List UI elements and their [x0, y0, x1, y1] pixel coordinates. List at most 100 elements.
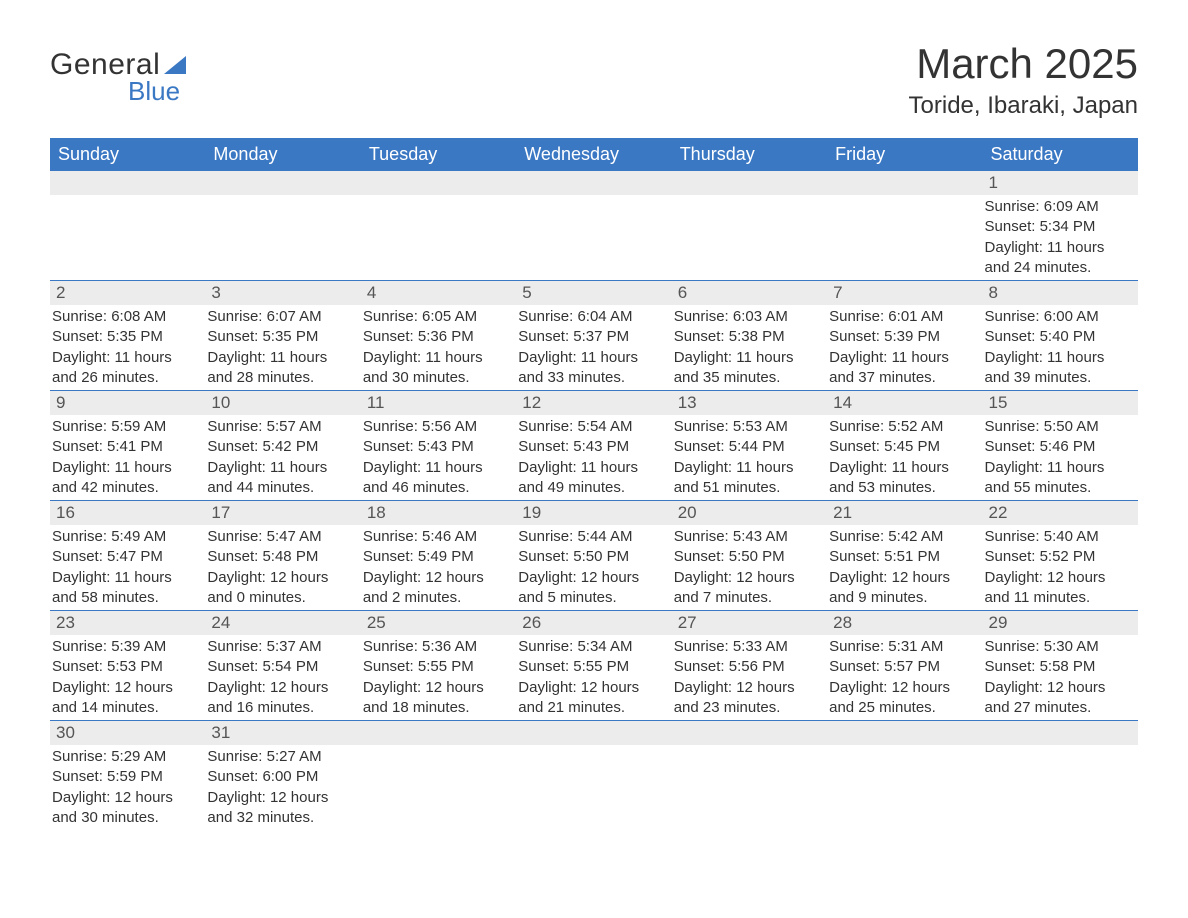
empty-cell — [983, 721, 1138, 746]
day-cell: Sunrise: 5:42 AMSunset: 5:51 PMDaylight:… — [827, 525, 982, 611]
day-number: 9 — [50, 391, 205, 416]
day-line: Daylight: 11 hours — [674, 458, 825, 478]
day-line: Daylight: 11 hours — [518, 348, 669, 368]
day-number: 30 — [50, 721, 205, 746]
day-cell: Sunrise: 5:36 AMSunset: 5:55 PMDaylight:… — [361, 635, 516, 721]
day-number: 11 — [361, 391, 516, 416]
day-info-row: Sunrise: 5:29 AMSunset: 5:59 PMDaylight:… — [50, 745, 1138, 830]
day-line: Sunset: 5:55 PM — [518, 657, 669, 677]
day-info-row: Sunrise: 5:59 AMSunset: 5:41 PMDaylight:… — [50, 415, 1138, 501]
day-line: and 25 minutes. — [829, 698, 980, 718]
day-number: 29 — [983, 611, 1138, 636]
day-line: Sunset: 5:49 PM — [363, 547, 514, 567]
day-cell: Sunrise: 5:49 AMSunset: 5:47 PMDaylight:… — [50, 525, 205, 611]
empty-cell — [205, 195, 360, 281]
day-number-row: 9101112131415 — [50, 391, 1138, 416]
day-line: Daylight: 12 hours — [207, 678, 358, 698]
empty-cell — [361, 171, 516, 195]
logo-triangle-icon — [164, 56, 186, 74]
day-info-row: Sunrise: 6:08 AMSunset: 5:35 PMDaylight:… — [50, 305, 1138, 391]
day-line: and 39 minutes. — [985, 368, 1136, 388]
day-line: Daylight: 11 hours — [52, 458, 203, 478]
weekday-header: Wednesday — [516, 138, 671, 171]
day-line: and 30 minutes. — [52, 808, 203, 828]
day-cell: Sunrise: 6:08 AMSunset: 5:35 PMDaylight:… — [50, 305, 205, 391]
day-cell: Sunrise: 5:53 AMSunset: 5:44 PMDaylight:… — [672, 415, 827, 501]
empty-cell — [361, 195, 516, 281]
day-line: Daylight: 11 hours — [829, 458, 980, 478]
day-line: and 18 minutes. — [363, 698, 514, 718]
day-line: Sunset: 5:57 PM — [829, 657, 980, 677]
day-line: and 26 minutes. — [52, 368, 203, 388]
day-line: Sunrise: 5:36 AM — [363, 637, 514, 657]
day-number: 13 — [672, 391, 827, 416]
weekday-header: Friday — [827, 138, 982, 171]
day-number: 2 — [50, 281, 205, 306]
day-cell: Sunrise: 5:59 AMSunset: 5:41 PMDaylight:… — [50, 415, 205, 501]
day-line: Daylight: 11 hours — [985, 458, 1136, 478]
day-line: Daylight: 12 hours — [674, 568, 825, 588]
day-line: Sunset: 5:37 PM — [518, 327, 669, 347]
day-cell: Sunrise: 5:30 AMSunset: 5:58 PMDaylight:… — [983, 635, 1138, 721]
day-line: Sunset: 5:42 PM — [207, 437, 358, 457]
calendar-body: 1Sunrise: 6:09 AMSunset: 5:34 PMDaylight… — [50, 171, 1138, 830]
day-line: and 21 minutes. — [518, 698, 669, 718]
day-cell: Sunrise: 5:37 AMSunset: 5:54 PMDaylight:… — [205, 635, 360, 721]
day-cell: Sunrise: 5:56 AMSunset: 5:43 PMDaylight:… — [361, 415, 516, 501]
day-line: and 9 minutes. — [829, 588, 980, 608]
day-cell: Sunrise: 6:01 AMSunset: 5:39 PMDaylight:… — [827, 305, 982, 391]
empty-cell — [672, 721, 827, 746]
day-number: 24 — [205, 611, 360, 636]
day-line: and 23 minutes. — [674, 698, 825, 718]
day-line: Sunrise: 5:29 AM — [52, 747, 203, 767]
day-number: 27 — [672, 611, 827, 636]
day-line: Sunrise: 5:50 AM — [985, 417, 1136, 437]
weekday-header: Tuesday — [361, 138, 516, 171]
day-line: Sunrise: 5:56 AM — [363, 417, 514, 437]
empty-cell — [827, 195, 982, 281]
empty-cell — [361, 721, 516, 746]
day-line: Daylight: 11 hours — [52, 568, 203, 588]
empty-cell — [672, 171, 827, 195]
day-line: and 24 minutes. — [985, 258, 1136, 278]
day-line: and 46 minutes. — [363, 478, 514, 498]
day-line: Sunset: 5:53 PM — [52, 657, 203, 677]
day-cell: Sunrise: 5:39 AMSunset: 5:53 PMDaylight:… — [50, 635, 205, 721]
day-line: Sunset: 5:43 PM — [363, 437, 514, 457]
day-line: Sunset: 5:35 PM — [52, 327, 203, 347]
day-cell: Sunrise: 5:43 AMSunset: 5:50 PMDaylight:… — [672, 525, 827, 611]
day-line: and 27 minutes. — [985, 698, 1136, 718]
header: General Blue March 2025 Toride, Ibaraki,… — [50, 40, 1138, 120]
day-cell: Sunrise: 6:09 AMSunset: 5:34 PMDaylight:… — [983, 195, 1138, 281]
day-info-row: Sunrise: 6:09 AMSunset: 5:34 PMDaylight:… — [50, 195, 1138, 281]
day-number: 17 — [205, 501, 360, 526]
day-number: 20 — [672, 501, 827, 526]
day-line: Sunrise: 5:40 AM — [985, 527, 1136, 547]
empty-cell — [361, 745, 516, 830]
day-cell: Sunrise: 6:07 AMSunset: 5:35 PMDaylight:… — [205, 305, 360, 391]
day-cell: Sunrise: 5:33 AMSunset: 5:56 PMDaylight:… — [672, 635, 827, 721]
day-line: Sunrise: 5:52 AM — [829, 417, 980, 437]
day-line: Sunrise: 5:27 AM — [207, 747, 358, 767]
day-line: Sunset: 5:39 PM — [829, 327, 980, 347]
day-line: Sunset: 5:52 PM — [985, 547, 1136, 567]
day-line: Sunrise: 5:34 AM — [518, 637, 669, 657]
empty-cell — [205, 171, 360, 195]
day-line: Sunrise: 5:53 AM — [674, 417, 825, 437]
day-number-row: 2345678 — [50, 281, 1138, 306]
day-number: 6 — [672, 281, 827, 306]
empty-cell — [983, 745, 1138, 830]
day-line: and 37 minutes. — [829, 368, 980, 388]
day-cell: Sunrise: 6:05 AMSunset: 5:36 PMDaylight:… — [361, 305, 516, 391]
day-line: and 0 minutes. — [207, 588, 358, 608]
day-number: 10 — [205, 391, 360, 416]
day-info-row: Sunrise: 5:49 AMSunset: 5:47 PMDaylight:… — [50, 525, 1138, 611]
day-line: Sunset: 5:47 PM — [52, 547, 203, 567]
day-line: Daylight: 11 hours — [985, 348, 1136, 368]
day-line: Sunset: 5:34 PM — [985, 217, 1136, 237]
day-line: and 44 minutes. — [207, 478, 358, 498]
day-line: Daylight: 12 hours — [52, 678, 203, 698]
day-number-row: 23242526272829 — [50, 611, 1138, 636]
day-line: Sunrise: 5:37 AM — [207, 637, 358, 657]
day-line: Daylight: 11 hours — [207, 348, 358, 368]
